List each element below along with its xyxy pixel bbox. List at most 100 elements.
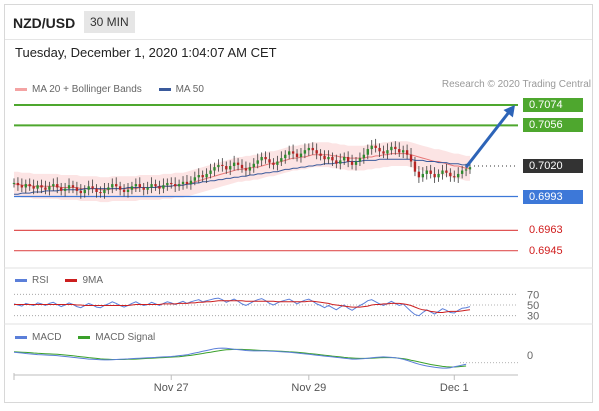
- candle-body: [221, 164, 224, 167]
- x-tick-label: Dec 1: [440, 382, 469, 394]
- candle-body: [150, 184, 153, 188]
- candle-body: [24, 184, 27, 188]
- chart-frame: NZD/USD 30 MIN Tuesday, December 1, 2020…: [4, 4, 593, 403]
- candle-body: [421, 173, 425, 178]
- candle-body: [209, 170, 212, 174]
- candle-body: [75, 187, 79, 191]
- chart-header: NZD/USD 30 MIN: [5, 5, 592, 40]
- candle-body: [146, 187, 149, 190]
- research-credit: Research © 2020 Trading Central: [441, 79, 591, 90]
- legend-swatch: [15, 278, 27, 282]
- candle-body: [464, 169, 468, 171]
- legend-swatch: [15, 335, 27, 339]
- candle-body: [315, 150, 318, 154]
- candle-body: [126, 189, 130, 192]
- candle-body: [295, 153, 299, 157]
- candle-body: [122, 189, 126, 192]
- candle-body: [350, 161, 354, 165]
- candle-body: [36, 185, 39, 189]
- legend-label: 9MA: [82, 275, 104, 286]
- level-tag: 0.6945: [529, 244, 563, 257]
- candle-body: [44, 187, 47, 190]
- legend-swatch: [158, 87, 171, 91]
- legend-label: MACD: [32, 332, 62, 343]
- candle-body: [32, 186, 35, 189]
- candle-body: [276, 161, 279, 165]
- legend-label: MACD Signal: [95, 332, 156, 343]
- chart-datetime: Tuesday, December 1, 2020 1:04:07 AM CET: [15, 45, 277, 60]
- candle-body: [460, 170, 464, 174]
- candle-body: [59, 187, 63, 191]
- candle-body: [284, 154, 287, 159]
- candle-body: [339, 160, 342, 164]
- candle-body: [272, 162, 275, 165]
- candle-body: [378, 147, 381, 152]
- rsi-legend: RSI 9MA: [15, 275, 117, 286]
- candle-body: [87, 186, 90, 190]
- candle-body: [280, 158, 283, 162]
- candle-body: [441, 170, 444, 174]
- candle-body: [193, 177, 197, 181]
- candle-body: [291, 151, 295, 154]
- level-tag: 0.6993: [523, 189, 583, 204]
- candle-body: [173, 184, 177, 187]
- candle-body: [138, 184, 141, 188]
- candle-body: [362, 154, 366, 159]
- candle-body: [366, 149, 369, 155]
- candle-body: [95, 188, 98, 192]
- candle-body: [181, 181, 185, 185]
- candle-body: [409, 154, 413, 162]
- macd-tick-label: 0: [527, 350, 533, 362]
- instrument-title: NZD/USD: [13, 15, 76, 31]
- candle-body: [99, 191, 102, 194]
- candle-body: [205, 173, 208, 178]
- candle-body: [394, 146, 397, 150]
- candle-body: [390, 146, 393, 151]
- candle-body: [437, 173, 440, 178]
- candle-body: [260, 156, 263, 161]
- candle-body: [118, 186, 122, 190]
- legend-swatch: [78, 335, 91, 339]
- legend-item-ma20: MA 20 + Bollinger Bands: [15, 84, 142, 95]
- candle-body: [63, 188, 67, 191]
- level-tag: 0.7074: [523, 98, 583, 113]
- candle-body: [370, 145, 373, 150]
- candle-body: [256, 160, 259, 164]
- legend-item-rsi: RSI: [15, 275, 49, 286]
- candle-body: [185, 181, 189, 185]
- candle-body: [354, 161, 358, 165]
- rsi-line: [13, 297, 471, 317]
- candle-body: [154, 184, 157, 187]
- macd-line: [13, 347, 467, 369]
- candle-body: [103, 189, 106, 194]
- candle-body: [268, 159, 271, 163]
- rsi-tick-label: 30: [527, 311, 539, 323]
- candle-body: [217, 164, 220, 168]
- forecast-arrow: [464, 111, 511, 169]
- candle-body: [158, 186, 161, 189]
- candle-body: [449, 172, 452, 177]
- legend-item-macd-signal: MACD Signal: [78, 332, 155, 343]
- candle-body: [189, 180, 193, 185]
- candle-body: [48, 186, 51, 190]
- candle-body: [401, 150, 405, 153]
- candle-body: [287, 151, 291, 155]
- candle-body: [232, 162, 236, 167]
- candle-body: [374, 145, 377, 148]
- legend-item-ma50: MA 50: [158, 84, 204, 95]
- forecast-arrow-head: [503, 105, 515, 118]
- candle-body: [20, 185, 24, 188]
- timeframe-button[interactable]: 30 MIN: [84, 11, 135, 33]
- candle-body: [425, 170, 428, 174]
- rsi-tick-label: 70: [527, 289, 539, 301]
- level-tag: 0.7056: [523, 118, 583, 133]
- candle-body: [177, 184, 181, 187]
- level-tag: 0.7020: [523, 159, 583, 173]
- candle-body: [16, 182, 20, 186]
- candle-body: [134, 184, 138, 187]
- x-tick-label: Nov 27: [154, 382, 189, 394]
- legend-swatch: [65, 278, 78, 282]
- candle-body: [213, 167, 216, 171]
- candle-body: [457, 173, 460, 178]
